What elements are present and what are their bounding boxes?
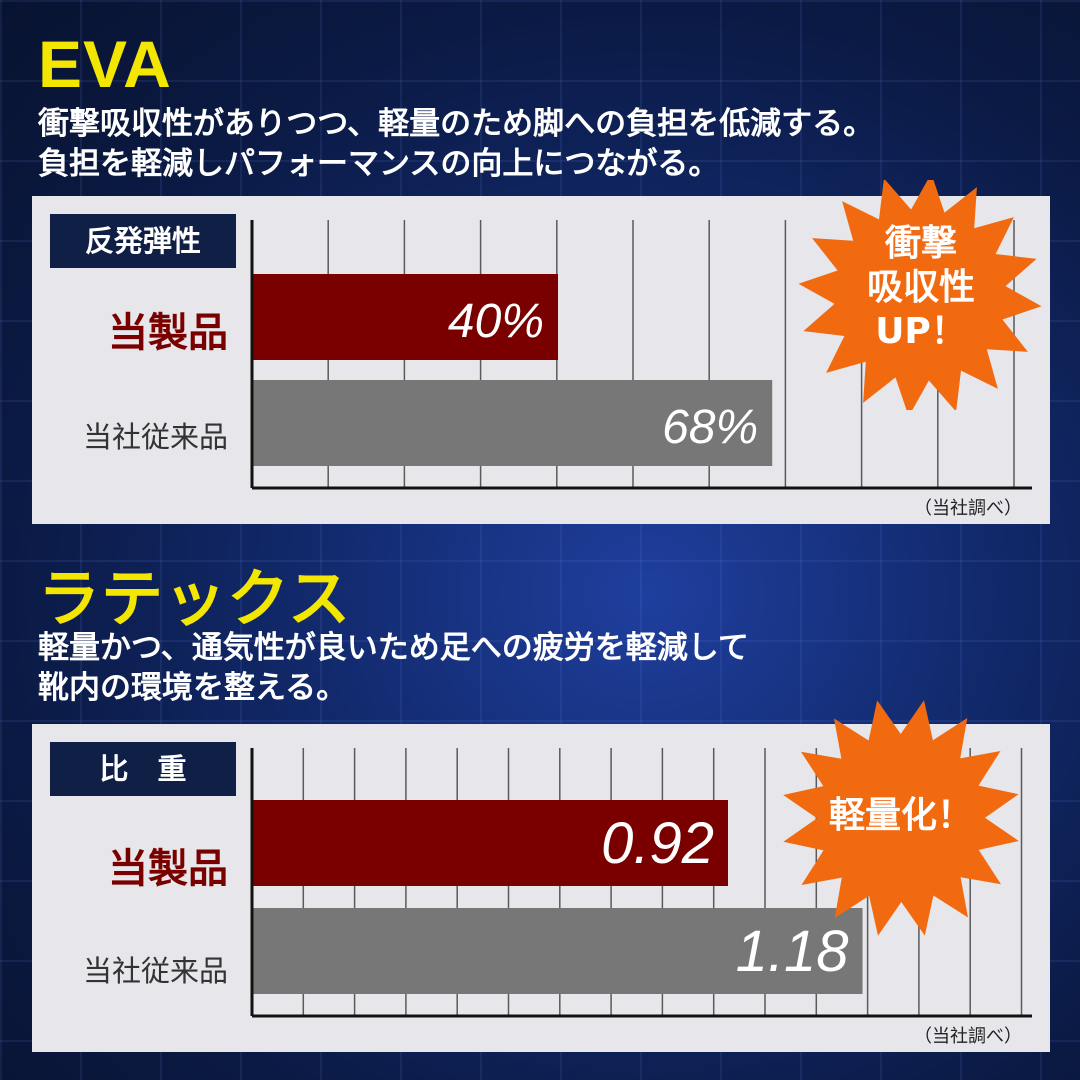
badge-line: UP！ (875, 311, 967, 352)
bar-value-label: 68% (662, 401, 758, 454)
source-note: （当社調べ） (914, 1026, 1022, 1047)
starburst-text-absorption: 衝撃 吸収性 UP！ (826, 222, 1016, 354)
metric-label: 比 重 (50, 742, 236, 796)
bar-product (252, 274, 558, 360)
section-description-latex: 軽量かつ、通気性が良いため足への疲労を軽減して 靴内の環境を整える。 (38, 628, 749, 708)
bar-previous (252, 380, 773, 466)
source-note: （当社調べ） (914, 498, 1022, 519)
desc-line: 負担を軽減しパフォーマンスの向上につながる。 (38, 146, 720, 182)
category-label-product: 当製品 (108, 846, 228, 892)
section-heading-latex: ラテックス (38, 565, 352, 634)
badge-line: 衝撃 (884, 223, 957, 264)
metric-label: 反発弾性 (50, 214, 236, 268)
starburst-badge-lightweight (783, 700, 1019, 936)
bar-value-label: 0.92 (601, 811, 714, 876)
bar-chart-specific-gravity: 0.92 1.18 (250, 748, 1032, 1018)
desc-line: 靴内の環境を整える。 (38, 670, 348, 706)
bar-product (252, 800, 728, 886)
starburst-shape (783, 700, 1019, 936)
desc-line: 衝撃吸収性がありつつ、軽量のため脚への負担を低減する。 (38, 106, 875, 142)
section-description-eva: 衝撃吸収性がありつつ、軽量のため脚への負担を低減する。 負担を軽減しパフォーマン… (38, 104, 874, 184)
badge-line: 軽量化！ (828, 795, 973, 836)
badge-line: 吸収性 (866, 267, 975, 308)
bar-value-label: 40% (448, 295, 544, 348)
section-heading-eva: EVA (38, 27, 172, 101)
starburst-badge-absorption (798, 180, 1042, 410)
bar-chart-rebound: 40% 68% (250, 220, 1032, 490)
category-label-previous: 当社従来品 (82, 954, 228, 988)
category-label-previous: 当社従来品 (82, 420, 228, 454)
starburst-shape (798, 180, 1042, 410)
bar-previous (252, 908, 863, 994)
starburst-text-lightweight: 軽量化！ (806, 794, 996, 838)
category-label-product: 当製品 (108, 310, 228, 356)
bar-value-label: 1.18 (736, 919, 849, 984)
desc-line: 軽量かつ、通気性が良いため足への疲労を軽減して (38, 630, 749, 666)
